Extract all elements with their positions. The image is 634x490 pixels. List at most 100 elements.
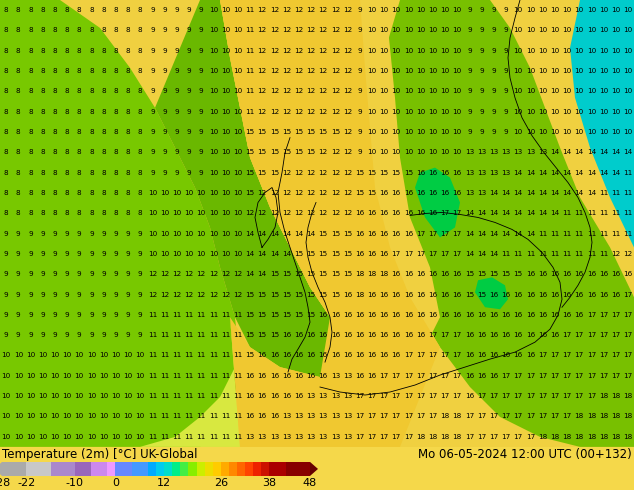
Text: 8: 8 <box>113 27 118 33</box>
Text: 16: 16 <box>465 312 474 318</box>
Text: 10: 10 <box>623 27 633 33</box>
Text: 12: 12 <box>172 292 181 297</box>
Text: 16: 16 <box>514 312 523 318</box>
Bar <box>51 462 75 476</box>
Text: 8: 8 <box>4 48 8 54</box>
Text: 11: 11 <box>209 434 218 440</box>
Text: 17: 17 <box>574 332 584 338</box>
Text: 11: 11 <box>197 312 206 318</box>
Text: 8: 8 <box>65 109 69 115</box>
Text: 12: 12 <box>172 271 181 277</box>
Text: 10: 10 <box>50 434 60 440</box>
Text: 15: 15 <box>367 190 377 196</box>
Text: 15: 15 <box>514 271 523 277</box>
Text: 10: 10 <box>87 373 96 379</box>
Text: 14: 14 <box>599 170 608 175</box>
Text: 12: 12 <box>148 292 157 297</box>
Text: 8: 8 <box>89 129 94 135</box>
Text: 17: 17 <box>428 231 437 237</box>
Text: 11: 11 <box>209 373 218 379</box>
Text: 10: 10 <box>392 109 401 115</box>
Text: 8: 8 <box>28 170 33 175</box>
Text: 9: 9 <box>199 7 204 13</box>
Text: 10: 10 <box>526 68 535 74</box>
Text: 14: 14 <box>489 190 498 196</box>
Text: 8: 8 <box>28 149 33 155</box>
Text: 15: 15 <box>501 271 510 277</box>
Text: 10: 10 <box>441 109 450 115</box>
Text: 16: 16 <box>269 393 279 399</box>
Text: 10: 10 <box>623 68 633 74</box>
Text: 9: 9 <box>162 149 167 155</box>
Text: 18: 18 <box>623 393 633 399</box>
Text: 48: 48 <box>303 478 317 488</box>
Text: 15: 15 <box>282 271 291 277</box>
Text: 10: 10 <box>586 109 596 115</box>
Text: 9: 9 <box>77 332 82 338</box>
Text: 13: 13 <box>465 170 474 175</box>
Text: 9: 9 <box>358 88 362 95</box>
Text: 9: 9 <box>28 332 33 338</box>
Text: 12: 12 <box>306 170 316 175</box>
Text: 8: 8 <box>16 48 20 54</box>
Bar <box>286 462 310 476</box>
Text: 8: 8 <box>101 88 106 95</box>
Text: 15: 15 <box>257 312 267 318</box>
Text: 10: 10 <box>75 393 84 399</box>
Text: 9: 9 <box>53 312 57 318</box>
Text: 10: 10 <box>367 129 377 135</box>
Text: 17: 17 <box>416 251 425 257</box>
Text: 9: 9 <box>89 271 94 277</box>
Text: 17: 17 <box>623 292 633 297</box>
Text: 9: 9 <box>89 332 94 338</box>
Text: 17: 17 <box>392 414 401 419</box>
Text: 16: 16 <box>343 332 352 338</box>
Text: 15: 15 <box>367 170 377 175</box>
Text: 38: 38 <box>262 478 276 488</box>
Text: 10: 10 <box>562 68 572 74</box>
Text: 16: 16 <box>379 251 389 257</box>
Text: 9: 9 <box>491 68 496 74</box>
Text: 10: 10 <box>526 129 535 135</box>
Text: 9: 9 <box>53 231 57 237</box>
Text: 16: 16 <box>550 332 559 338</box>
Text: 17: 17 <box>392 251 401 257</box>
Text: 10: 10 <box>392 48 401 54</box>
Text: 18: 18 <box>441 434 450 440</box>
Text: 9: 9 <box>479 7 484 13</box>
Text: 10: 10 <box>62 414 72 419</box>
Text: 16: 16 <box>441 170 450 175</box>
Text: 10: 10 <box>538 27 547 33</box>
Text: 10: 10 <box>87 434 96 440</box>
Text: 12: 12 <box>157 478 171 488</box>
Text: 9: 9 <box>28 271 33 277</box>
Text: 10: 10 <box>599 88 608 95</box>
Text: 9: 9 <box>16 332 20 338</box>
Text: 17: 17 <box>404 352 413 359</box>
Text: 8: 8 <box>4 149 8 155</box>
Text: 10: 10 <box>392 68 401 74</box>
Text: 12: 12 <box>331 27 340 33</box>
Text: 10: 10 <box>367 68 377 74</box>
Text: 17: 17 <box>574 352 584 359</box>
Text: 15: 15 <box>306 129 316 135</box>
Text: 10: 10 <box>233 170 242 175</box>
Text: 8: 8 <box>101 68 106 74</box>
Text: 8: 8 <box>41 27 45 33</box>
Text: 15: 15 <box>245 170 255 175</box>
Text: 16: 16 <box>416 271 425 277</box>
Text: 16: 16 <box>355 312 365 318</box>
Text: 17: 17 <box>441 231 450 237</box>
Text: Mo 06-05-2024 12:00 UTC (00+132): Mo 06-05-2024 12:00 UTC (00+132) <box>418 448 632 461</box>
Text: 12: 12 <box>343 88 352 95</box>
Text: 17: 17 <box>562 373 572 379</box>
Text: 9: 9 <box>503 68 508 74</box>
Text: 8: 8 <box>126 129 131 135</box>
Text: 16: 16 <box>318 373 328 379</box>
Text: 10: 10 <box>538 129 547 135</box>
Text: 13: 13 <box>331 414 340 419</box>
Polygon shape <box>570 0 634 247</box>
Bar <box>253 462 261 476</box>
Text: 16: 16 <box>489 292 498 297</box>
Text: 10: 10 <box>367 27 377 33</box>
